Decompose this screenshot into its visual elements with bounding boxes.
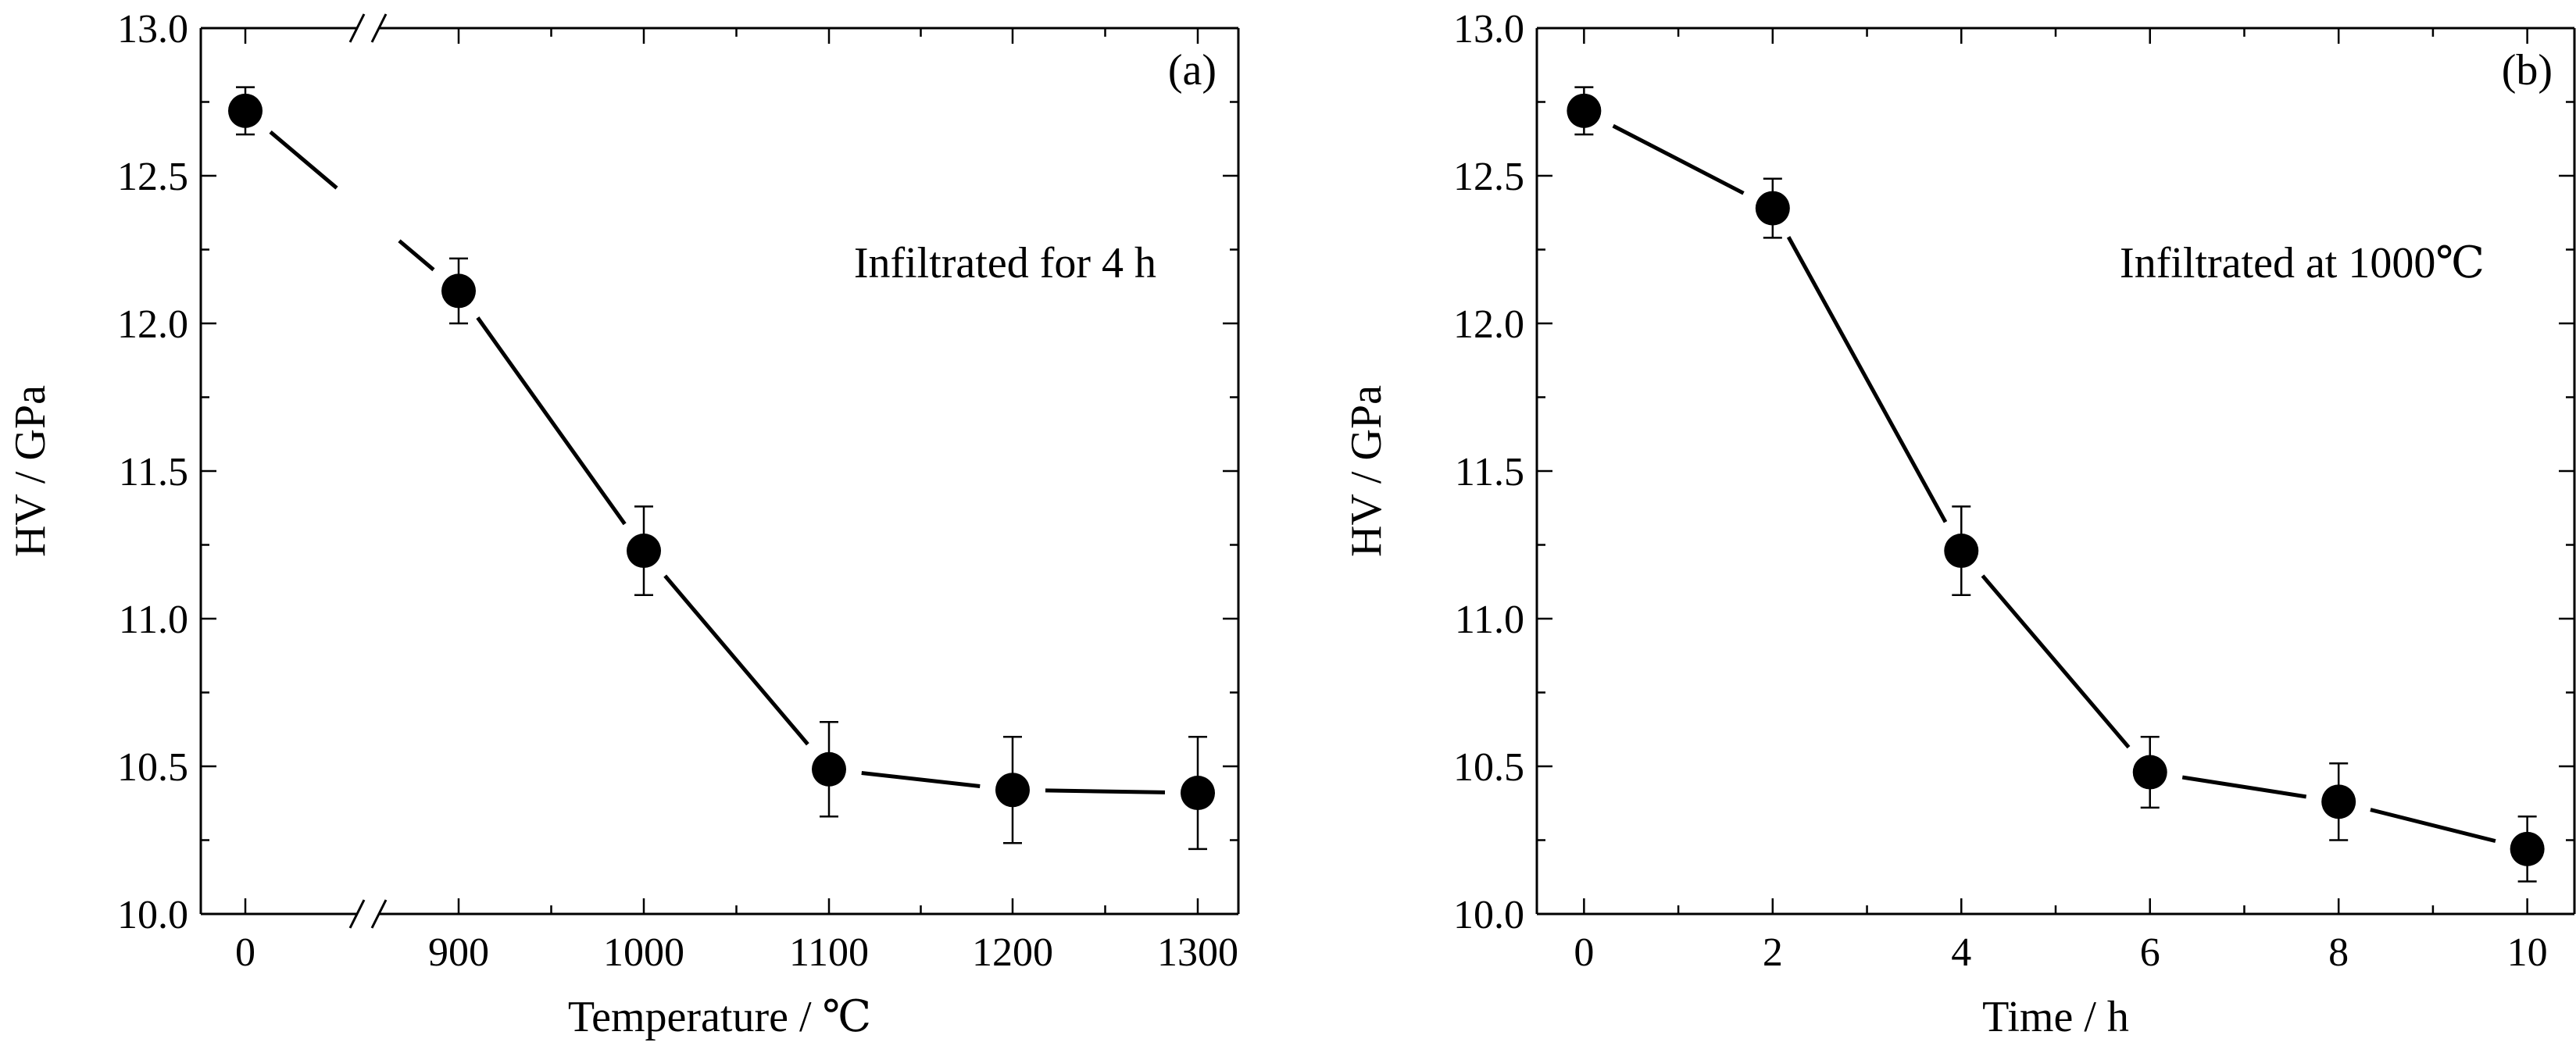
panel-label: (a) [1168,46,1217,95]
series-line-segment [2370,808,2496,844]
data-point [1755,191,1790,226]
annotation: Infiltrated at 1000℃ [2120,239,2485,287]
data-point [995,773,1030,808]
data-point [2321,784,2356,819]
annotation: Infiltrated for 4 h [854,239,1156,287]
x-tick-label: 1300 [1157,930,1238,975]
series-line-segment [1612,123,1745,195]
axis-break-mark [348,13,366,43]
data-point [441,273,476,309]
y-tick-label: 10.5 [117,745,188,790]
x-axis-title: Temperature / ℃ [568,993,871,1041]
x-tick-label: 6 [2140,930,2160,975]
series-line-segment [861,770,981,789]
axis-break-mark [370,899,388,929]
series-line-segment [2181,775,2307,799]
series-line-segment [1786,236,1948,523]
data-point [627,534,661,569]
x-tick-label: 0 [235,930,255,975]
panel-label: (b) [2502,46,2553,95]
x-tick-label: 10 [2507,930,2548,975]
series-line-segment [1981,574,2131,749]
axis-break-mark [370,13,388,43]
series-line-segment [1045,788,1166,794]
x-axis-title: Time / h [1982,993,2129,1041]
data-point [1181,776,1215,811]
y-tick-label: 10.0 [1453,893,1524,937]
x-tick-label: 900 [428,930,489,975]
axis-break-mark [348,899,366,929]
panel-b: 10.0 10.5 11.0 11.5 12.0 12.5 13.0 0 2 4 6 8 10 Time … [1342,7,2576,1041]
y-tick-label: 12.5 [117,155,188,199]
y-axis-title: HV / GPa [6,385,55,557]
series-line-segment [663,574,809,746]
y-tick-label: 13.0 [1453,7,1524,52]
x-tick-label: 8 [2328,930,2349,975]
y-tick-label: 11.0 [119,598,188,642]
series-line-segment [398,239,435,272]
data-point [812,751,846,787]
panel-a: 10.0 10.5 11.0 11.5 12.0 12.5 13.0 0 900 1000 1100… [6,7,1240,1041]
series-line-segment [269,130,338,190]
x-tick-label: 1100 [789,930,869,975]
y-tick-label: 11.0 [1455,598,1524,642]
y-tick-label: 12.0 [1453,302,1524,347]
y-tick-label: 12.0 [117,302,188,347]
x-tick-label: 0 [1574,930,1594,975]
x-tick-label: 2 [1763,930,1783,975]
data-point [2510,831,2545,866]
series-line-segment [476,316,627,526]
x-tick-label: 1000 [603,930,684,975]
y-tick-label: 10.0 [117,893,188,937]
data-point [2132,755,2167,790]
data-point [1944,534,1979,569]
x-tick-label: 1200 [972,930,1053,975]
y-tick-label: 13.0 [117,7,188,52]
y-axis-title: HV / GPa [1342,385,1391,557]
y-tick-label: 10.5 [1453,745,1524,790]
y-tick-label: 11.5 [119,450,188,494]
x-tick-label: 4 [1951,930,1971,975]
y-tick-label: 12.5 [1453,155,1524,199]
y-tick-label: 11.5 [1455,450,1524,494]
data-point [228,93,263,128]
data-point [1567,93,1602,128]
